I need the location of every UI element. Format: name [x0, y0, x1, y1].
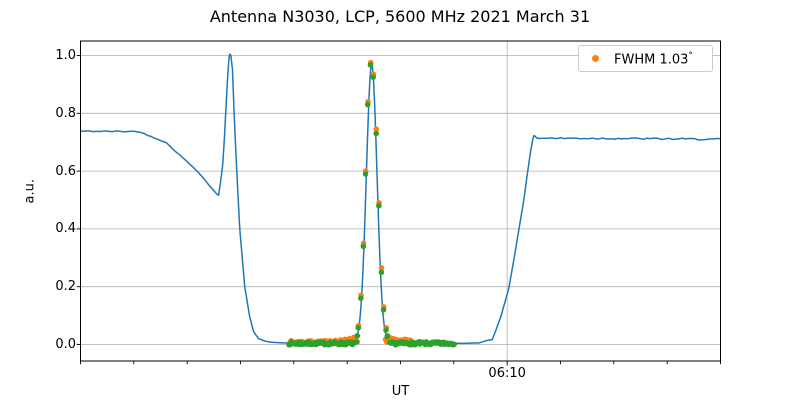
x-axis-label: UT	[391, 384, 410, 399]
axes-frame	[80, 40, 721, 362]
y-tick-label: 1.0	[55, 48, 76, 63]
tick-marks	[76, 55, 721, 366]
signal-line	[80, 53, 721, 345]
scan-samples-points	[286, 59, 413, 347]
plot-title: Antenna N3030, LCP, 5600 MHz 2021 March …	[209, 7, 591, 26]
legend-label: FWHM 1.03°	[614, 51, 693, 68]
y-tick-label: 0.4	[55, 221, 76, 237]
y-tick-label: 0.2	[55, 279, 76, 295]
legend-marker-dot-icon	[592, 55, 599, 62]
y-tick-label: 0.8	[55, 105, 76, 121]
y-tick-label: 0.6	[55, 163, 76, 179]
y-axis-label: a.u.	[22, 179, 38, 204]
legend: FWHM 1.03°	[578, 45, 713, 72]
grid-lines	[80, 41, 721, 361]
x-tick-label: 06:10	[488, 366, 526, 381]
fit-samples-points	[286, 62, 457, 348]
y-tick-label: 0.0	[55, 337, 76, 352]
